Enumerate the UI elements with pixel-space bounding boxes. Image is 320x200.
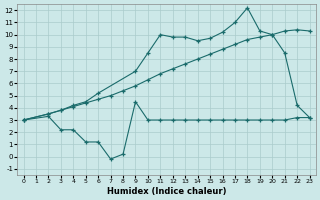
X-axis label: Humidex (Indice chaleur): Humidex (Indice chaleur) [107,187,226,196]
